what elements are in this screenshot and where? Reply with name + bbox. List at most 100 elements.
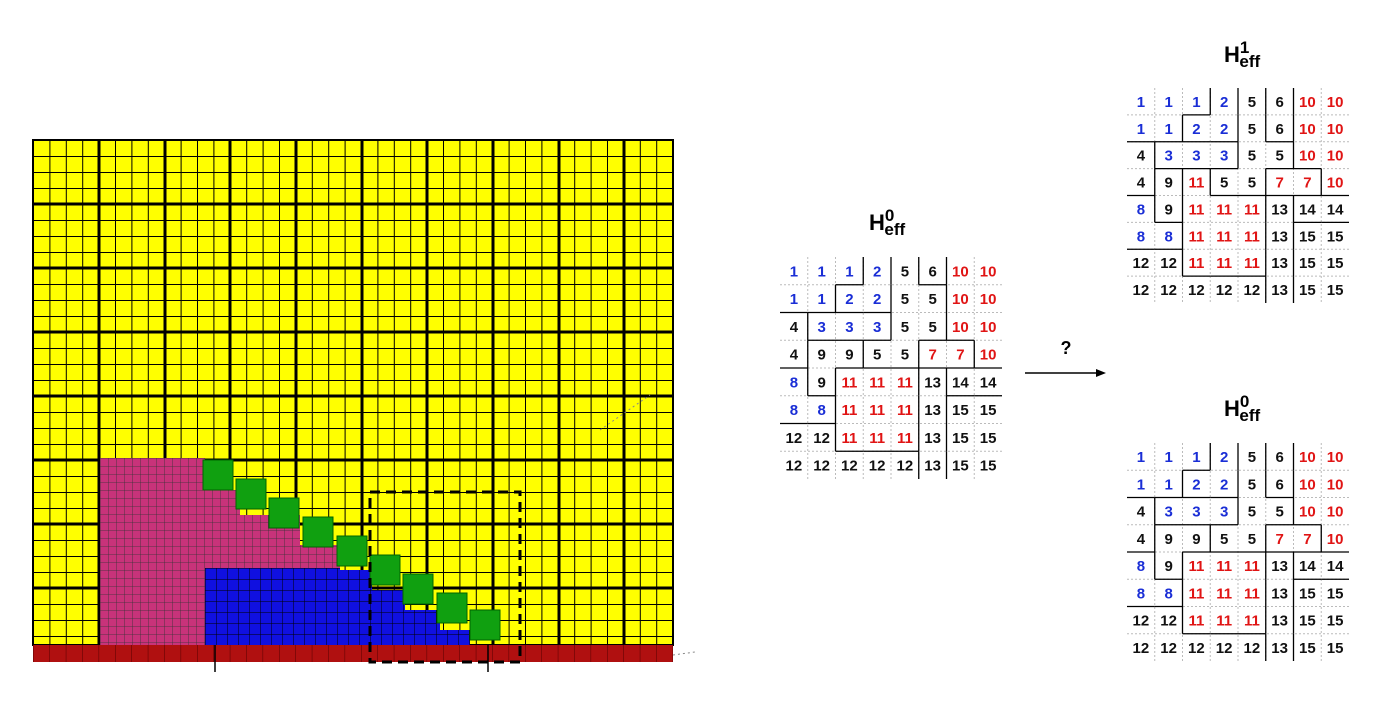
cell-number: 5 [1220,531,1228,548]
cell-number: 10 [1299,449,1316,466]
cell-number: 7 [956,347,964,364]
cell-number: 10 [1299,148,1316,165]
cell-number: 1 [817,263,825,280]
cell-number: 15 [1327,613,1344,630]
cell-number: 12 [1133,613,1150,630]
cell-number: 5 [1248,531,1256,548]
cell-number: 7 [1303,531,1311,548]
cell-number: 14 [1327,201,1344,218]
cell-number: 6 [1275,449,1283,466]
cell-number: 11 [841,430,857,447]
cell-number: 8 [817,402,825,419]
cell-number: 13 [1271,255,1288,272]
cell-number: 14 [952,374,969,391]
cell-number: 4 [1137,148,1146,165]
cell-number: 6 [1275,121,1283,138]
cell-number: 13 [1271,613,1288,630]
cell-number: 11 [1216,201,1232,218]
cell-number: 5 [1220,175,1228,192]
cell-number: 14 [1299,558,1316,575]
cell-number: 10 [1327,121,1344,138]
title-sub: eff [884,220,905,239]
cell-number: 11 [1216,255,1232,272]
cell-number: 1 [1192,94,1200,111]
title-base: H [1224,42,1240,67]
cell-number: 15 [1299,228,1316,245]
matrix: 1 1 1 2 5 6 10 101 1 2 2 5 5 10 104 3 3 3 5 5 10 104 9 9 5 5 7 7 108… [780,257,1002,479]
title-base: H [869,210,885,235]
cell-number: 13 [924,430,941,447]
cell-number: 11 [897,374,913,391]
cell-number: 3 [873,319,881,336]
cell-number: 13 [1271,585,1288,602]
cell-number: 10 [1327,476,1344,493]
cell-number: 8 [1164,228,1172,245]
cell-number: 5 [901,291,909,308]
cell-number: 10 [952,319,969,336]
cell-number: 15 [1327,255,1344,272]
cell-number: 4 [1137,531,1146,548]
cell-number: 10 [952,291,969,308]
cell-number: 10 [1327,449,1344,466]
cell-number: 12 [1160,613,1177,630]
cell-number: 10 [1327,504,1344,521]
cell-number: 1 [1137,449,1145,466]
cell-number: 14 [980,374,997,391]
cell-number: 5 [873,347,881,364]
cell-number: 11 [1244,228,1260,245]
arrow-label: ? [1061,338,1072,358]
cell-number: 1 [1137,476,1145,493]
cell-number: 5 [1248,121,1256,138]
cell-number: 8 [1137,201,1145,218]
cell-number: 12 [1133,255,1150,272]
cell-number: 5 [1248,449,1256,466]
cell-number: 13 [1271,228,1288,245]
cell-number: 13 [1271,640,1288,657]
cell-number: 8 [790,374,798,391]
cell-number: 10 [1327,148,1344,165]
cell-number: 5 [1248,148,1256,165]
cell-number: 8 [1137,228,1145,245]
cell-number: 10 [980,291,997,308]
cell-number: 1 [1164,449,1172,466]
title-sub: eff [1239,406,1260,425]
cell-number: 15 [1327,585,1344,602]
cell-number: 2 [1192,476,1200,493]
cell-number: 11 [1188,228,1204,245]
cell-number: 9 [1192,531,1200,548]
cell-number: 11 [1188,255,1204,272]
cell-number: 1 [1137,121,1145,138]
cell-number: 8 [1164,585,1172,602]
cell-number: 1 [1192,449,1200,466]
cell-number: 8 [1137,585,1145,602]
cell-number: 7 [928,347,936,364]
matrix-title: H0 eff [869,206,905,239]
cell-number: 11 [1244,255,1260,272]
cell-number: 7 [1275,175,1283,192]
mesh-image [32,139,696,672]
cell-number: 15 [1299,585,1316,602]
cell-number: 2 [1220,94,1228,111]
cell-number: 13 [924,374,941,391]
cell-number: 12 [786,430,803,447]
cell-number: 3 [1164,504,1172,521]
cell-number: 13 [1271,201,1288,218]
cell-number: 15 [1299,282,1316,299]
cell-number: 2 [873,263,881,280]
cell-number: 10 [1299,504,1316,521]
cell-number: 14 [1327,558,1344,575]
cell-number: 9 [845,347,853,364]
cell-number: 11 [1216,558,1232,575]
cell-number: 9 [817,374,825,391]
cell-number: 9 [1164,175,1172,192]
cell-number: 7 [1275,531,1283,548]
cell-number: 12 [813,430,830,447]
cell-number: 1 [790,263,798,280]
cell-number: 11 [1188,175,1204,192]
cell-number: 15 [980,458,997,475]
cell-number: 15 [1299,255,1316,272]
cell-number: 8 [790,402,798,419]
cell-number: 2 [845,291,853,308]
cell-number: 12 [1244,640,1261,657]
cell-number: 5 [901,319,909,336]
